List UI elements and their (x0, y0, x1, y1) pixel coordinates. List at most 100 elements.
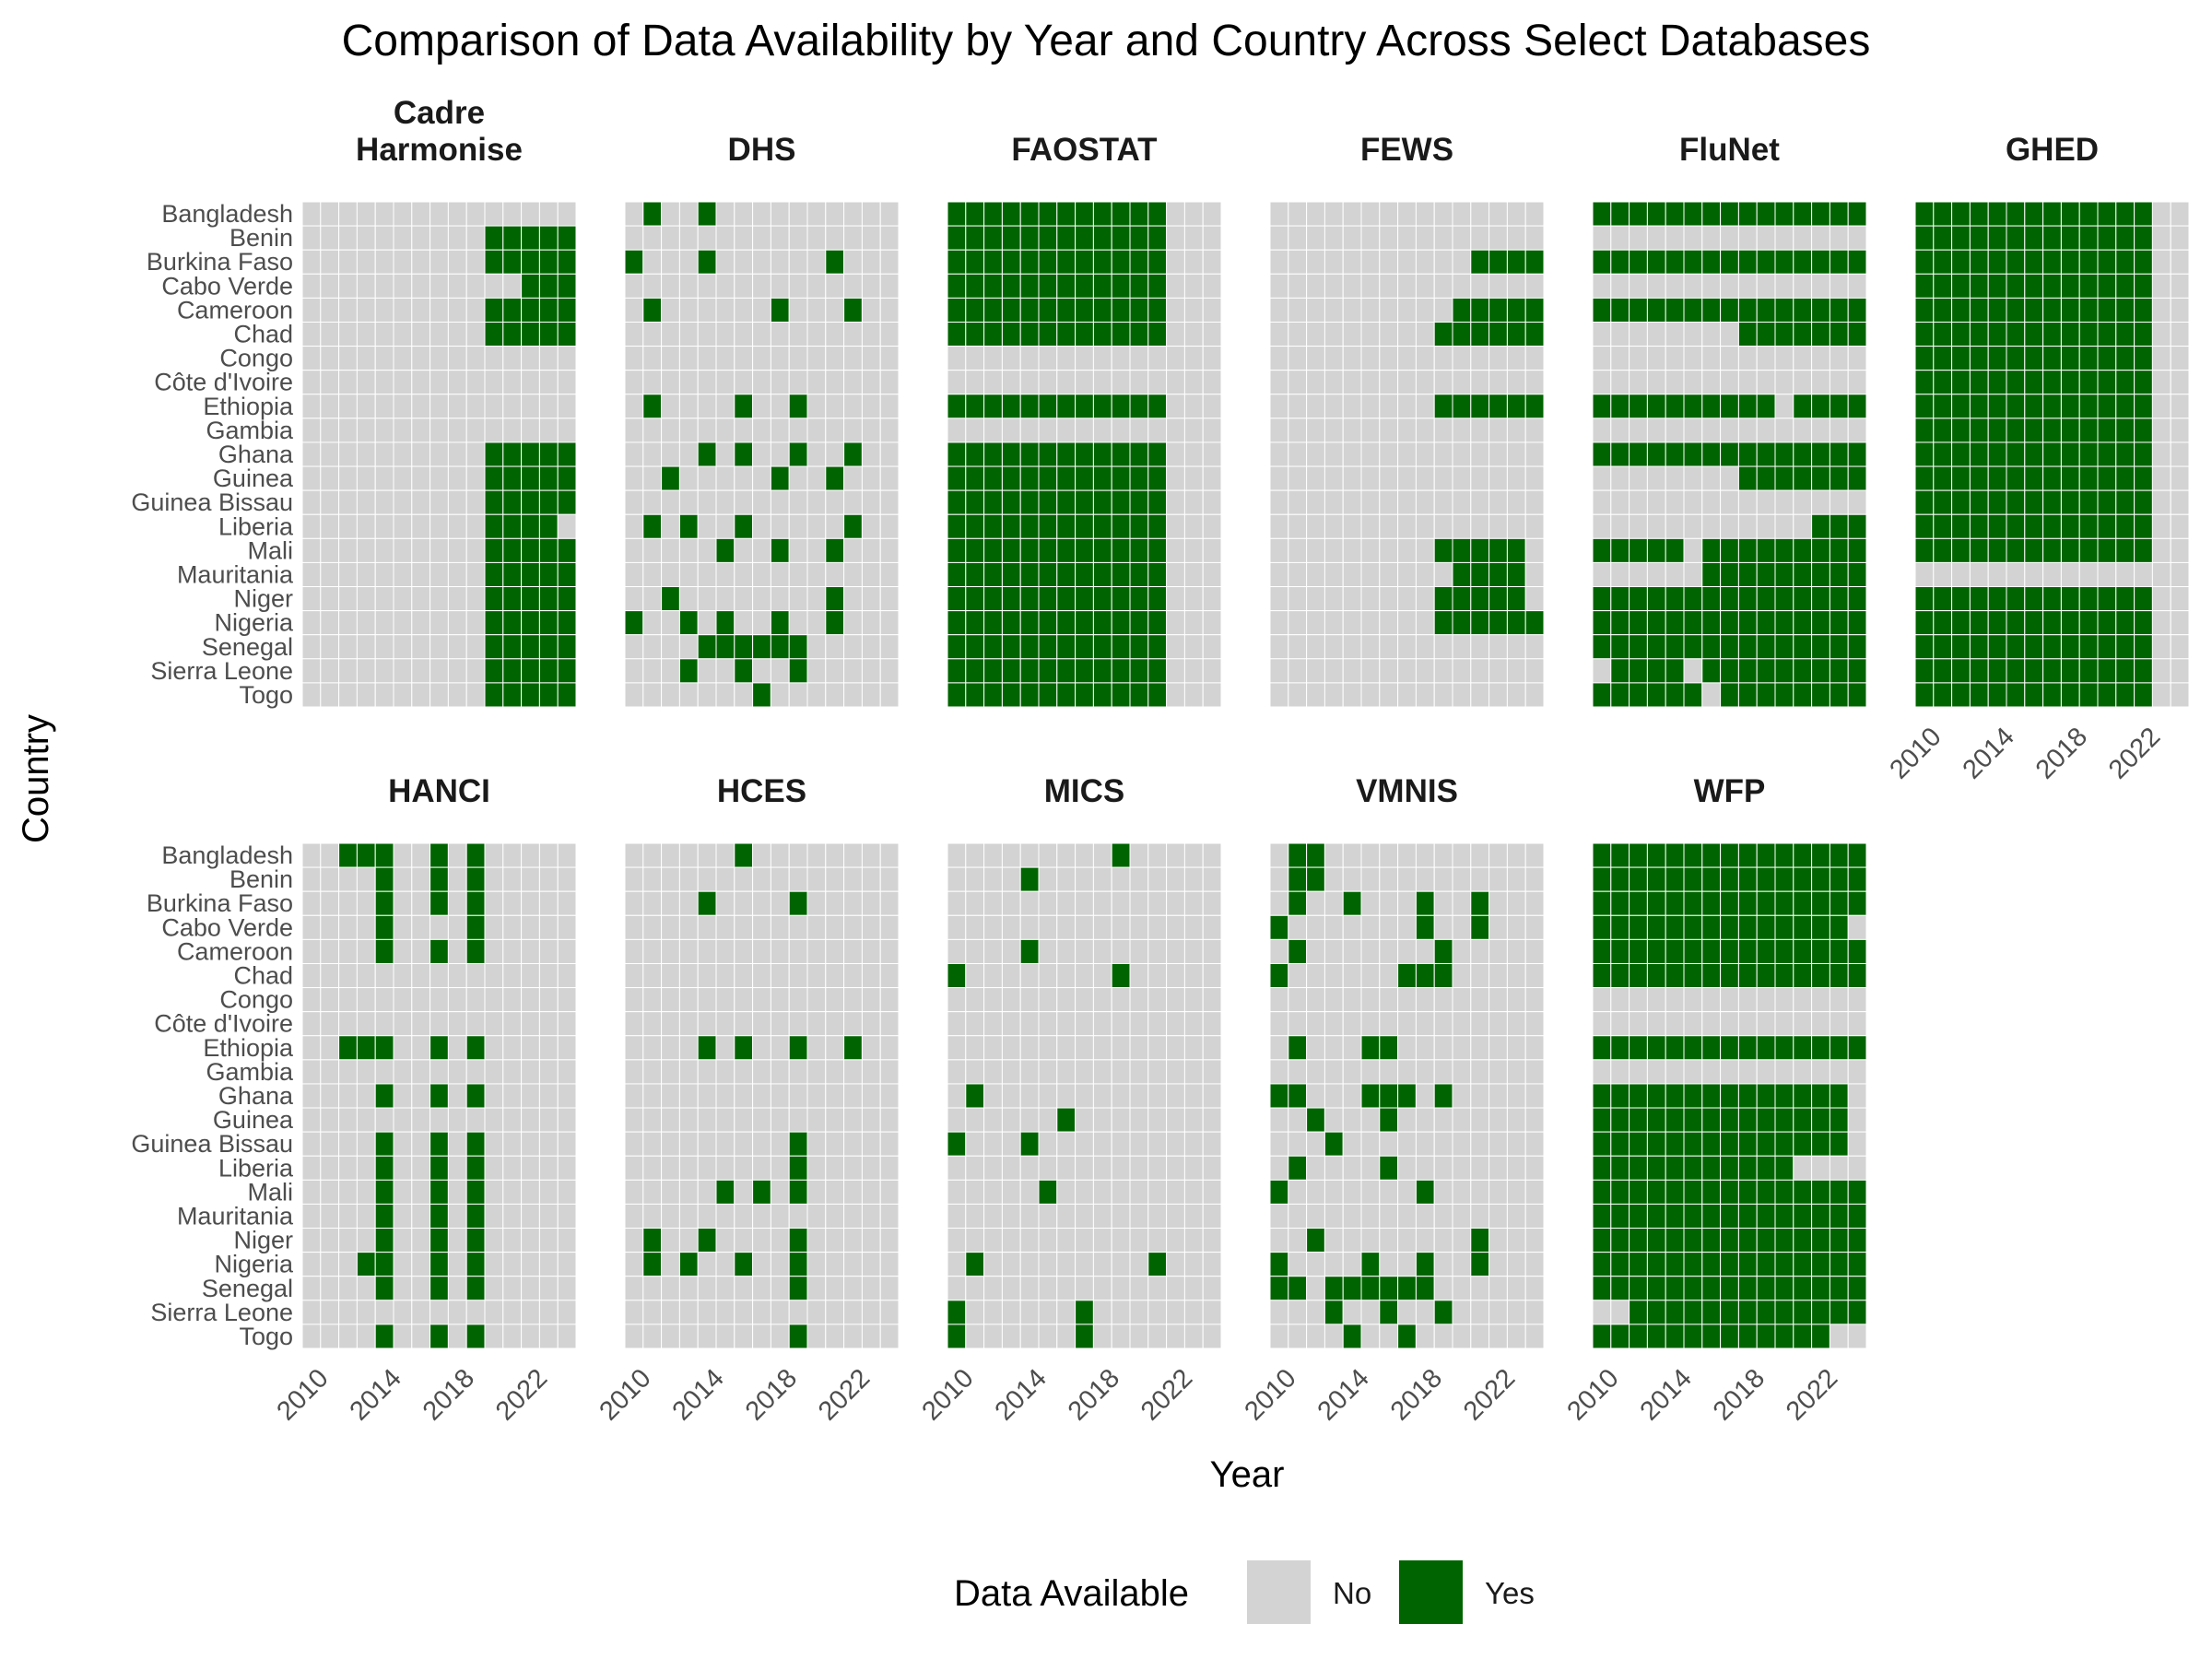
cell-hanci-burkina-faso-2015-no (411, 890, 431, 916)
cell-fews-liberia-2016-no (1397, 513, 1417, 539)
cell-fews-guinea-2020-no (1470, 465, 1490, 491)
cell-vmnis-burkina-faso-2014-no (1360, 890, 1381, 916)
cell-wfp-cabo-verde-2019-yes (1774, 914, 1794, 940)
cell-dhs-ethiopia-2010-yes (642, 394, 663, 419)
cell-ghed-burkina-faso-2016-yes (2042, 249, 2062, 275)
cell-mics-niger-2011-no (983, 1228, 1003, 1253)
x-tick-label-hanci-2022: 2022 (490, 1363, 553, 1426)
cell-wfp-ethiopia-2015-yes (1701, 1035, 1722, 1061)
cell-faostat-togo-2009-yes (947, 682, 967, 708)
cell-cadre-harmonise-gambia-2015-no (411, 418, 431, 443)
cell-vmnis-niger-2010-no (1288, 1228, 1308, 1253)
cell-flunet-burkina-faso-2019-yes (1774, 249, 1794, 275)
x-tick-label-wfp-2022: 2022 (1781, 1363, 1843, 1426)
cell-fews-guinea-bissau-2010-no (1288, 489, 1308, 515)
cell-mics-guinea-2019-no (1129, 1107, 1149, 1133)
cell-wfp-senegal-2014-yes (1683, 1276, 1703, 1301)
cell-mics-sierra-leone-2017-no (1092, 1300, 1112, 1325)
cell-faostat-sierra-leone-2013-yes (1019, 658, 1040, 684)
cell-dhs-guinea-bissau-2014-no (715, 489, 735, 515)
cell-cadre-harmonise-guinea-2019-yes (484, 465, 504, 491)
cell-fews-senegal-2011-no (1306, 634, 1325, 660)
cell-faostat-c-te-d-ivoire-2016-no (1075, 370, 1094, 395)
cell-cadre-harmonise-togo-2023-yes (557, 682, 577, 708)
cell-mics-gambia-2023-no (1202, 1059, 1222, 1085)
cell-flunet-burkina-faso-2022-yes (1829, 249, 1849, 275)
cell-wfp-ethiopia-2019-yes (1774, 1035, 1794, 1061)
cell-mics-c-te-d-ivoire-2013-no (1019, 1011, 1040, 1037)
cell-flunet-senegal-2014-yes (1683, 634, 1703, 660)
cell-dhs-ethiopia-2020-no (825, 394, 845, 419)
cell-wfp-senegal-2009-yes (1592, 1276, 1612, 1301)
cell-faostat-congo-2023-no (1202, 346, 1222, 371)
cell-faostat-congo-2018-no (1111, 346, 1131, 371)
cell-mics-ethiopia-2015-no (1056, 1035, 1077, 1061)
cell-faostat-niger-2011-yes (983, 586, 1003, 612)
cell-faostat-cabo-verde-2012-yes (1001, 273, 1021, 299)
cell-hanci-congo-2013-no (374, 987, 394, 1013)
cell-dhs-mali-2015-no (734, 537, 754, 563)
cell-hces-ethiopia-2016-no (752, 1035, 771, 1061)
cell-mics-niger-2022-no (1183, 1228, 1204, 1253)
cell-hces-niger-2020-no (825, 1228, 845, 1253)
cell-hanci-benin-2017-no (447, 866, 467, 892)
cell-dhs-congo-2015-no (734, 346, 754, 371)
cell-flunet-mauritania-2012-no (1646, 561, 1666, 588)
cell-hces-senegal-2012-no (678, 1276, 699, 1301)
cell-faostat-cameroon-2014-yes (1038, 297, 1058, 323)
cell-fews-togo-2017-no (1415, 682, 1435, 708)
cell-hces-ghana-2012-no (678, 1083, 699, 1109)
cell-cadre-harmonise-sierra-leone-2023-yes (557, 658, 577, 684)
cell-faostat-cabo-verde-2019-yes (1129, 273, 1149, 299)
cell-fews-cabo-verde-2009-no (1269, 273, 1289, 299)
cell-hanci-benin-2011-no (338, 866, 358, 892)
cell-cadre-harmonise-ethiopia-2016-no (429, 394, 449, 419)
cell-hanci-liberia-2022-no (538, 1155, 559, 1181)
cell-hanci-chad-2010-no (320, 962, 340, 989)
cell-dhs-cabo-verde-2022-no (861, 273, 881, 299)
cell-faostat-liberia-2009-yes (947, 513, 967, 539)
cell-wfp-sierra-leone-2023-yes (1847, 1300, 1867, 1325)
cell-flunet-c-te-d-ivoire-2017-no (1737, 370, 1758, 395)
cell-ghed-togo-2014-yes (2006, 682, 2026, 708)
cell-hanci-chad-2009-no (301, 962, 322, 989)
cell-hanci-benin-2014-no (393, 866, 413, 892)
cell-hces-niger-2013-yes (697, 1228, 717, 1253)
cell-dhs-liberia-2022-no (861, 513, 881, 539)
cell-wfp-gambia-2013-no (1665, 1059, 1685, 1085)
cell-fews-liberia-2010-no (1288, 513, 1308, 539)
cell-flunet-togo-2013-yes (1665, 682, 1685, 708)
cell-dhs-guinea-2022-no (861, 465, 881, 491)
cell-faostat-cameroon-2016-yes (1075, 297, 1094, 323)
cell-hces-congo-2014-no (715, 987, 735, 1013)
cell-hanci-liberia-2016-yes (429, 1155, 449, 1181)
cell-hces-guinea-2011-no (661, 1107, 680, 1133)
cell-wfp-congo-2011-no (1629, 987, 1648, 1013)
cell-vmnis-cameroon-2020-no (1470, 938, 1490, 964)
cell-cadre-harmonise-gambia-2022-no (538, 418, 559, 443)
y-axis-title: Country (16, 714, 56, 843)
cell-cadre-harmonise-benin-2015-no (411, 225, 431, 251)
cell-hanci-togo-2015-no (411, 1324, 431, 1349)
cell-hces-congo-2017-no (770, 987, 790, 1013)
cell-hces-nigeria-2023-no (879, 1252, 900, 1277)
cell-vmnis-ghana-2017-no (1415, 1083, 1435, 1109)
cell-wfp-cabo-verde-2023-no (1847, 914, 1867, 940)
cell-ghed-liberia-2010-yes (1933, 513, 1953, 539)
cell-cadre-harmonise-chad-2014-no (393, 321, 413, 347)
cell-mics-senegal-2016-no (1075, 1276, 1094, 1301)
cell-flunet-guinea-2018-yes (1756, 465, 1776, 491)
cell-dhs-liberia-2016-no (752, 513, 771, 539)
cell-ghed-cameroon-2019-yes (2097, 297, 2117, 323)
cell-hanci-niger-2020-no (502, 1228, 523, 1253)
cell-hces-mali-2019-no (806, 1179, 827, 1205)
cell-wfp-togo-2010-yes (1610, 1324, 1630, 1349)
cell-faostat-ghana-2014-yes (1038, 441, 1058, 467)
cell-fews-cameroon-2017-no (1415, 297, 1435, 323)
cell-wfp-benin-2018-yes (1756, 866, 1776, 892)
cell-ghed-cabo-verde-2022-no (2151, 273, 2171, 299)
cell-dhs-mauritania-2017-no (770, 561, 790, 588)
cell-cadre-harmonise-gambia-2017-no (447, 418, 467, 443)
cell-fews-congo-2015-no (1379, 346, 1399, 371)
